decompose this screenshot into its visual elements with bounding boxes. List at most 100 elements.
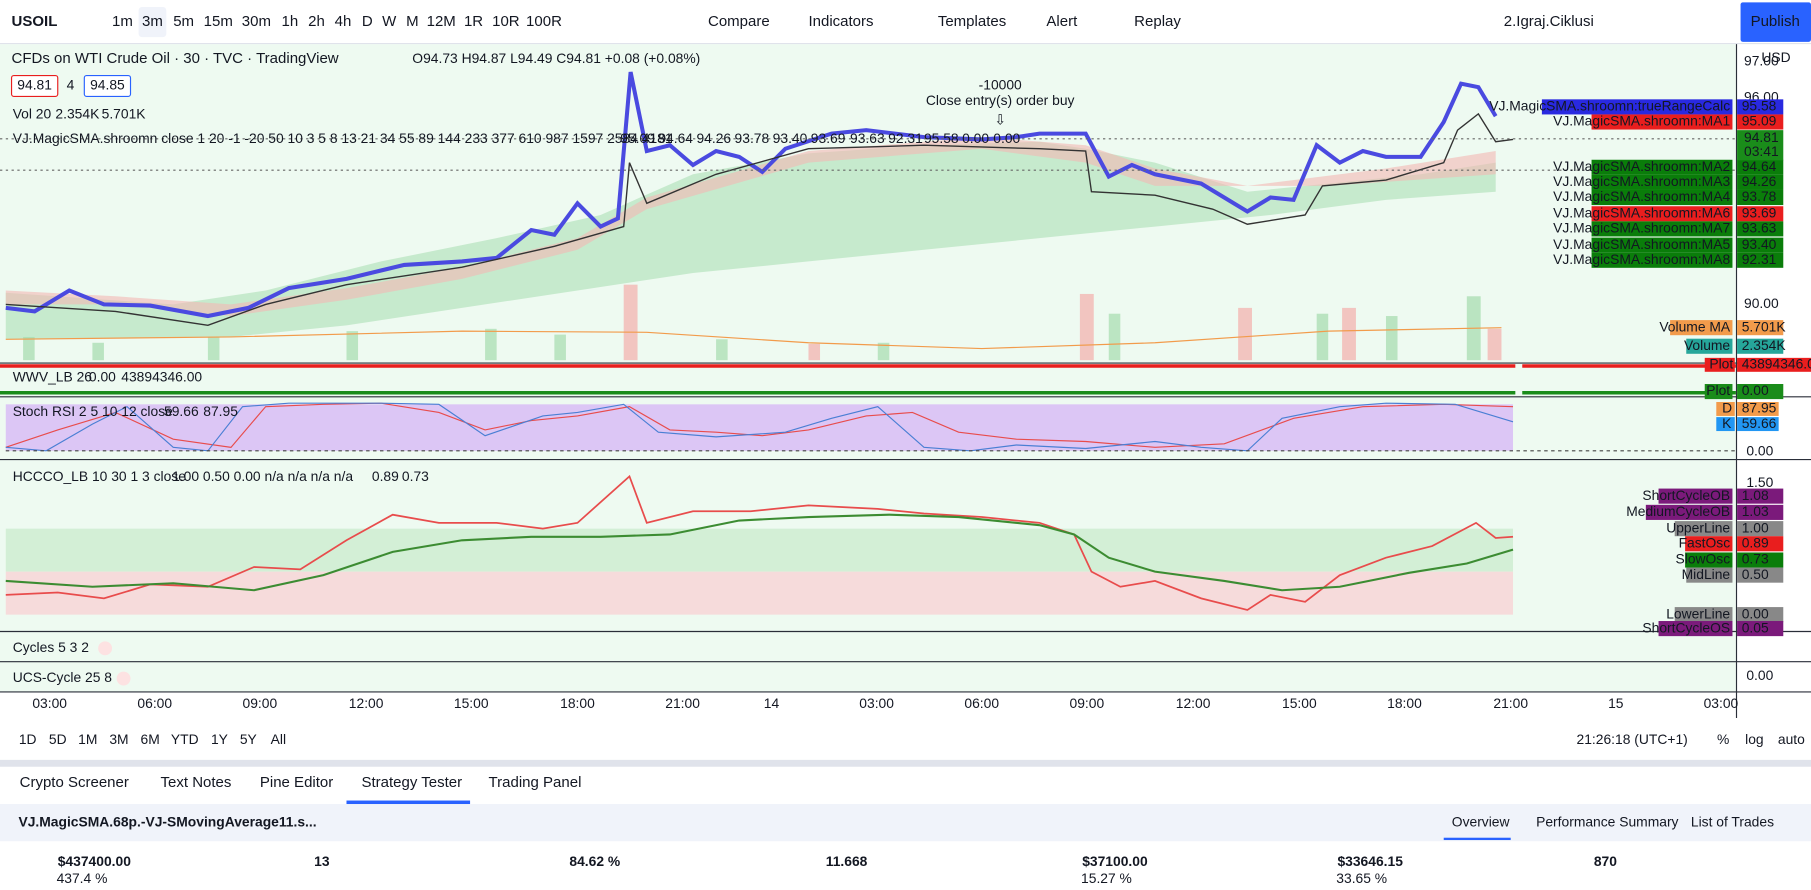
scale-option[interactable]: log — [1745, 731, 1763, 747]
annotation: Close entry(s) order buy — [926, 92, 1075, 108]
interval[interactable]: M — [406, 13, 419, 30]
scale-option[interactable]: % — [1717, 731, 1729, 747]
stat-value: 84.62 % — [569, 853, 620, 869]
interval[interactable]: 5m — [173, 13, 194, 30]
tag — [1716, 402, 1735, 416]
hccco-tag-label-bg — [1674, 521, 1733, 537]
interval[interactable]: 30m — [242, 13, 271, 30]
time-label: 14 — [764, 695, 780, 711]
price-tag-value: 94.64 — [1742, 158, 1777, 174]
vol-ma-value: 5.701K — [102, 106, 147, 122]
range-button[interactable]: 5D — [49, 731, 67, 747]
publish-button[interactable] — [1740, 2, 1811, 42]
hccco-band — [5, 571, 1514, 615]
study-value: 93.69 — [811, 130, 846, 146]
interval[interactable]: 1h — [282, 13, 299, 30]
pane-value: 0.00 — [89, 368, 116, 384]
annotation: -10000 — [979, 77, 1022, 93]
strategy-tab[interactable]: Performance Summary — [1536, 813, 1678, 829]
interval[interactable]: 2h — [308, 13, 325, 30]
price-tag-label-bg — [1591, 174, 1733, 190]
symbol[interactable]: USOIL — [12, 13, 58, 30]
currency[interactable]: USD — [1761, 49, 1790, 65]
interval[interactable]: 10R — [492, 13, 520, 30]
price-tag-label: VJ.MagicSMA.shroomn:MA6 — [1553, 204, 1730, 220]
interval[interactable]: 100R — [526, 13, 562, 30]
hccco-tag-value: 0.73 — [1742, 551, 1769, 567]
time-label: 15:00 — [1282, 695, 1317, 711]
interval[interactable]: 4h — [335, 13, 352, 30]
bottom-tab[interactable]: Crypto Screener — [20, 774, 129, 791]
range-button[interactable]: 1M — [78, 731, 97, 747]
range-button[interactable]: 1D — [19, 731, 37, 747]
hccco-tag-label-bg — [1645, 504, 1733, 520]
interval[interactable]: W — [382, 13, 397, 30]
price-tag-value-bg — [1737, 237, 1784, 253]
toolbar-button[interactable]: Indicators — [808, 13, 873, 30]
scale-option[interactable]: auto — [1778, 731, 1805, 747]
price-tag-label: VJ.MagicSMA.shroomn:MA1 — [1553, 113, 1730, 129]
hccco-tag-label: ShortCycleOS — [1642, 619, 1730, 635]
interval[interactable]: 12M — [427, 13, 456, 30]
range-button[interactable]: 5Y — [240, 731, 257, 747]
study-value: 94.26 — [696, 130, 731, 146]
strategy-tab[interactable]: List of Trades — [1691, 813, 1774, 829]
price-tag-value-bg — [1737, 159, 1784, 175]
price-tag-value: 95.09 — [1742, 113, 1777, 129]
time-label: 03:00 — [859, 695, 894, 711]
hccco-tag-label-bg — [1686, 567, 1733, 583]
axis-label: 0.00 — [1746, 667, 1773, 683]
time-label: 12:00 — [1176, 695, 1211, 711]
range-button[interactable]: 6M — [141, 731, 160, 747]
tab-underline — [346, 800, 471, 805]
hccco-tag-value-bg — [1737, 504, 1784, 520]
price-tag-value-bg — [1737, 221, 1784, 237]
fast-osc — [5, 474, 1514, 611]
interval[interactable]: 3m — [142, 13, 163, 30]
pane-title: Stoch RSI 2 5 10 12 close — [13, 403, 173, 419]
pane-title: HCCCO_LB 10 30 1 3 close — [13, 468, 186, 484]
ask: 94.85 — [90, 77, 125, 93]
price-tag-value-bg — [1737, 114, 1784, 130]
tag — [1737, 417, 1779, 432]
toolbar-button[interactable]: Alert — [1046, 13, 1078, 30]
bottom-tab[interactable]: Strategy Tester — [362, 774, 463, 791]
price-tag-label: VJ.MagicSMA.shroomn:MA3 — [1553, 173, 1730, 189]
publish-label[interactable]: Publish — [1751, 13, 1800, 30]
hccco-tag-label: ShortCycleOB — [1642, 487, 1730, 503]
pane-title: WWV_LB 26 — [13, 368, 93, 384]
interval[interactable]: 1R — [464, 13, 483, 30]
toolbar-button[interactable]: Compare — [708, 13, 770, 30]
range-button[interactable]: YTD — [171, 731, 199, 747]
strategy-header — [0, 804, 1811, 842]
ask-box — [83, 74, 132, 98]
toolbar-button[interactable]: Templates — [938, 13, 1006, 30]
study-value: 93.78 — [735, 130, 770, 146]
range-button[interactable]: 3M — [109, 731, 128, 747]
range-button[interactable]: 1Y — [211, 731, 228, 747]
strategy-tab[interactable]: Overview — [1452, 813, 1511, 829]
bottom-tab[interactable]: Trading Panel — [489, 774, 582, 791]
wwv-tag-label: Plot — [1706, 382, 1730, 398]
bottom-tab[interactable]: Text Notes — [161, 774, 232, 791]
price-tag-value-bg — [1737, 252, 1784, 268]
interval[interactable]: 15m — [204, 13, 233, 30]
range-button[interactable]: All — [271, 731, 286, 747]
hccco-tag-label: UpperLine — [1666, 519, 1730, 535]
price-tag-label-bg — [1591, 189, 1733, 206]
interval[interactable]: 1m — [112, 13, 133, 30]
layout-name[interactable]: 2.Igraj.Ciklusi — [1504, 13, 1594, 30]
toolbar-button[interactable]: Replay — [1134, 13, 1181, 30]
bottom-tab[interactable]: Pine Editor — [260, 774, 333, 791]
ma-ribbon — [5, 137, 1496, 317]
axis-label: 1.50 — [1746, 474, 1773, 490]
pane-title: Cycles 5 3 2 — [13, 639, 89, 655]
vol-title: Vol 20 — [13, 106, 52, 122]
range-bar — [0, 718, 1811, 760]
pane-value: 0.89 — [372, 468, 399, 484]
study-value: 94.64 — [658, 130, 693, 146]
wwv-tag-value: 0.00 — [1742, 382, 1769, 398]
interval[interactable]: D — [362, 13, 373, 30]
arrow: ⇩ — [994, 111, 1006, 127]
tab-underline — [1443, 837, 1511, 841]
